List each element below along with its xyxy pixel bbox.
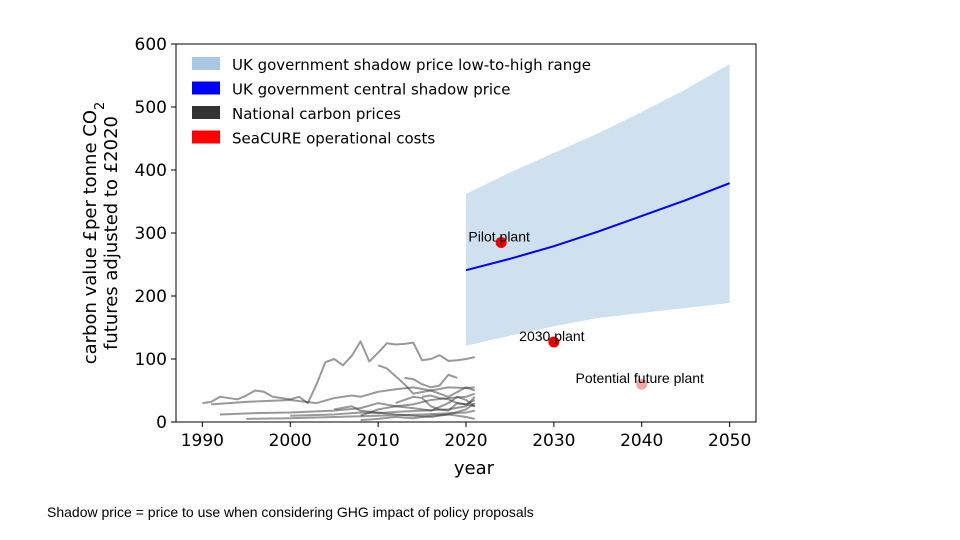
y-tick-label: 200 <box>135 287 167 307</box>
legend-label-2: UK government central shadow price <box>232 81 511 99</box>
plot-area: Pilot plant 2030 plant Potential future pl… <box>202 64 730 422</box>
legend-swatch-1 <box>192 57 220 70</box>
y-tick-label: 100 <box>135 350 167 370</box>
seacure-label-1: Pilot plant <box>468 228 530 244</box>
national-price-line-3 <box>219 392 476 416</box>
national-price-line-2 <box>211 386 475 406</box>
seacure-point-1 <box>495 236 507 248</box>
legend-swatch-2 <box>192 81 220 95</box>
legend-swatch-4 <box>192 130 220 144</box>
national-price-line-10 <box>360 413 475 422</box>
x-tick-label: 2040 <box>620 431 663 451</box>
x-axis-label: year <box>454 458 495 479</box>
national-price-line-12 <box>421 394 475 408</box>
x-tick-label: 2050 <box>708 431 751 451</box>
x-tick-label: 2010 <box>356 431 399 451</box>
legend: UK government shadow price low-to-high r… <box>192 56 591 148</box>
legend-swatch-3 <box>192 106 220 119</box>
seacure-label-2: 2030 plant <box>519 328 585 344</box>
y-tick-label: 0 <box>156 413 167 433</box>
y-tick-label: 300 <box>135 224 167 244</box>
national-price-line-8 <box>290 396 476 417</box>
national-price-line-1 <box>202 340 475 405</box>
y-tick-label: 400 <box>135 161 167 181</box>
shadow-price-range-band <box>466 64 730 346</box>
x-tick-label: 2000 <box>269 431 312 451</box>
seacure-label-3: Potential future plant <box>576 370 705 386</box>
y-tick-label: 500 <box>135 98 167 118</box>
y-axis-label-line2: futures adjusted to £2020 <box>101 116 122 350</box>
national-price-line-7 <box>246 409 475 420</box>
x-tick-label: 2030 <box>532 431 575 451</box>
x-tick-label: 2020 <box>444 431 487 451</box>
legend-label-1: UK government shadow price low-to-high r… <box>232 56 591 74</box>
seacure-point-3 <box>636 378 648 390</box>
national-price-line-5 <box>377 364 476 398</box>
x-tick-label: 1990 <box>181 431 224 451</box>
central-shadow-price-line <box>465 182 730 272</box>
y-tick-label: 600 <box>135 35 167 55</box>
legend-label-4: SeaCURE operational costs <box>232 130 435 148</box>
y-axis-label-subscript: 2 <box>93 102 108 110</box>
legend-label-3: National carbon prices <box>232 105 401 123</box>
national-price-line-9 <box>334 402 476 418</box>
axes: 1990 2000 2010 2020 2030 2040 2050010020030040… <box>80 35 757 479</box>
seacure-point-2 <box>548 336 560 348</box>
footnote: Shadow price = price to use when conside… <box>47 504 534 520</box>
national-price-line-6 <box>404 373 458 389</box>
